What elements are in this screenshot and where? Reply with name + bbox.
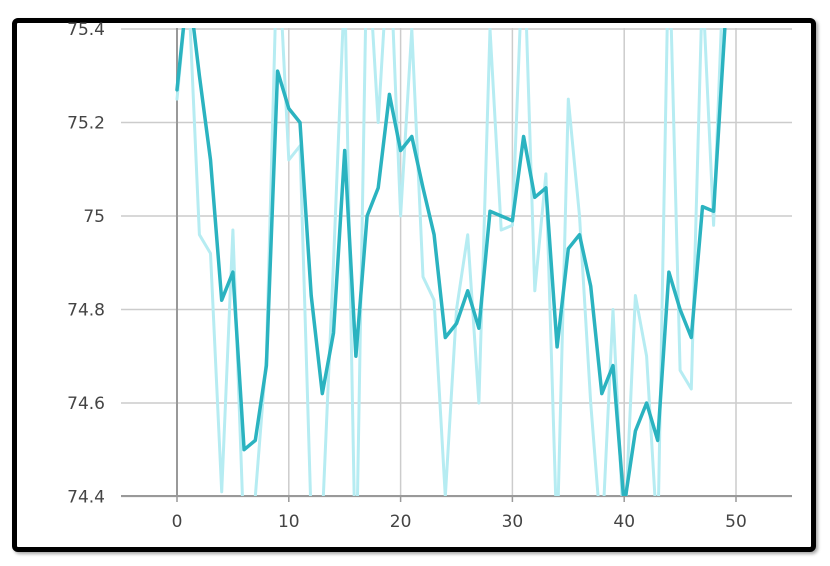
series-layer <box>175 28 727 496</box>
x-tick-label: 0 <box>172 512 183 532</box>
y-tick-label: 74.8 <box>67 301 105 321</box>
x-tick-label: 10 <box>278 512 300 532</box>
y-tick-label: 74.6 <box>67 394 105 414</box>
smoothed-series-line <box>175 28 727 496</box>
y-tick-label: 75.2 <box>67 114 105 134</box>
y-tick-label: 74.4 <box>67 488 105 508</box>
tick-labels: 74.4 74.6 74.8 75 75.2 75.4 0 10 20 30 40 50 <box>67 20 747 532</box>
grid-lines <box>121 28 792 498</box>
x-tick-label: 50 <box>725 512 747 532</box>
y-tick-label: 75.4 <box>67 20 105 40</box>
x-tick-label: 20 <box>390 512 412 532</box>
x-tick-label: 40 <box>613 512 635 532</box>
axes <box>121 28 792 502</box>
raw-series-line <box>175 28 723 496</box>
y-tick-label: 75 <box>83 207 105 227</box>
x-tick-label: 30 <box>502 512 524 532</box>
